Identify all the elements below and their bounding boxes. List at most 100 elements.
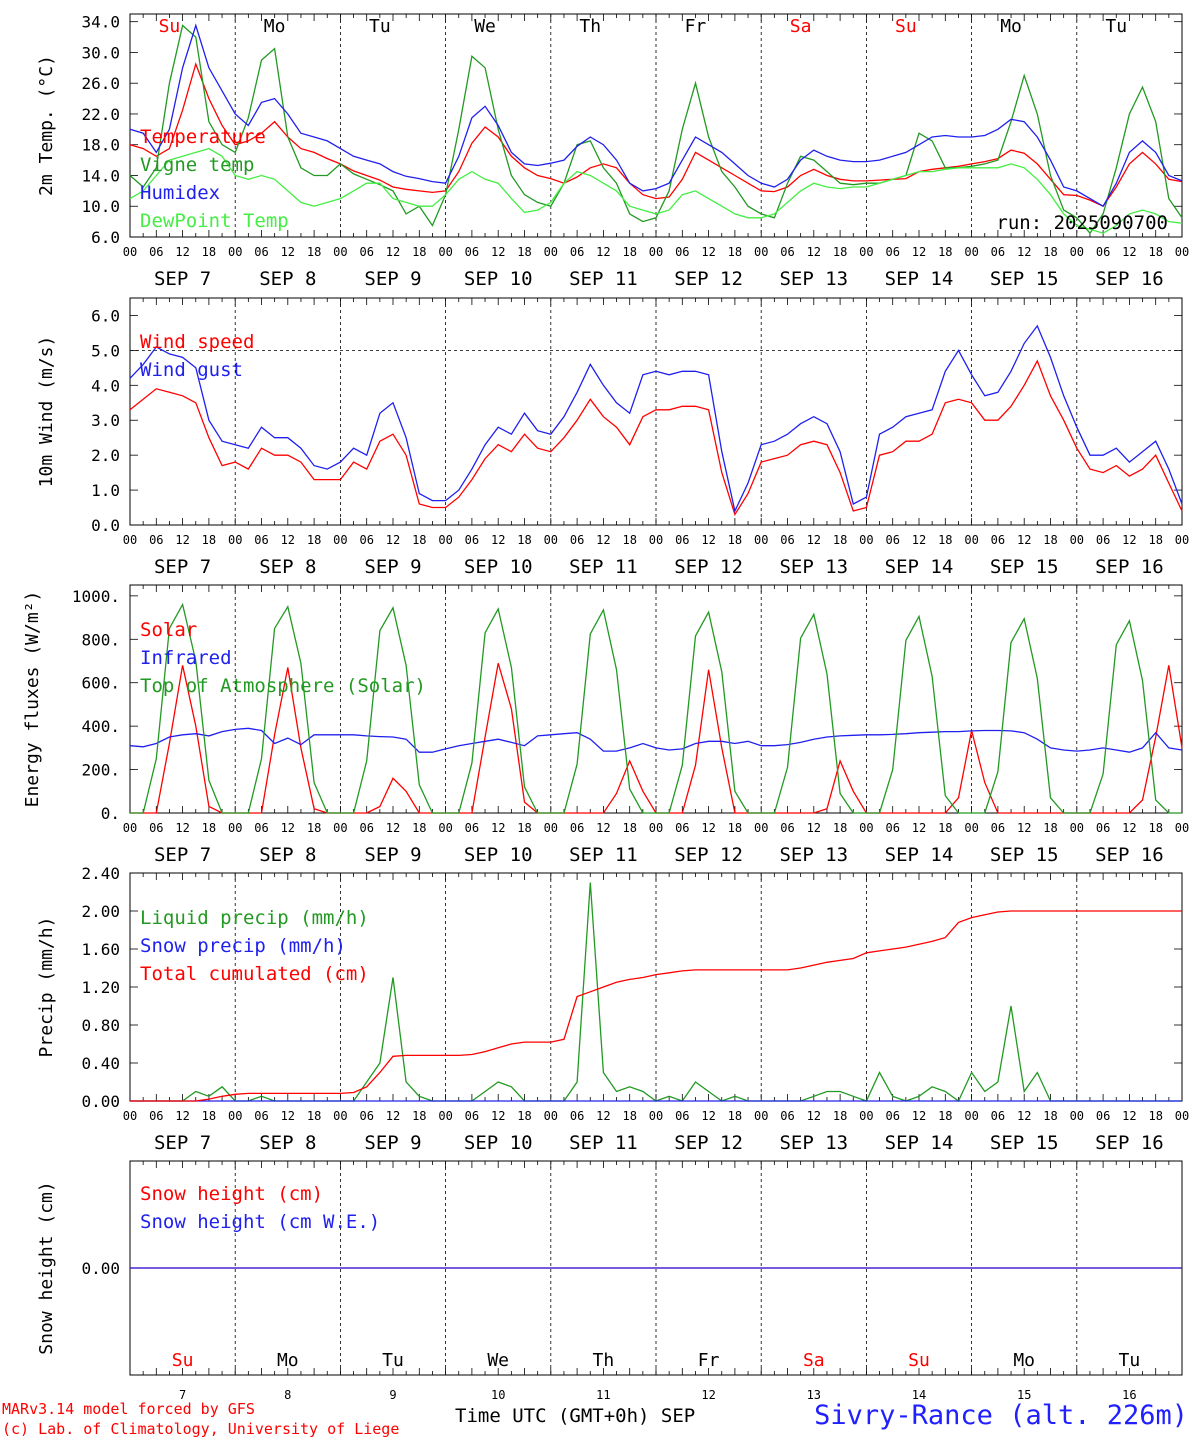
hour-label: 18 xyxy=(728,533,742,547)
day-name: Th xyxy=(593,1350,615,1371)
hour-label: 00 xyxy=(123,1109,137,1123)
hour-label: 06 xyxy=(1096,1109,1110,1123)
date-label: SEP 8 xyxy=(259,556,316,578)
date-label: SEP 12 xyxy=(674,556,743,578)
y-tick-label: 34.0 xyxy=(81,13,120,32)
date-label: SEP 16 xyxy=(1095,844,1164,866)
hour-label: 00 xyxy=(123,533,137,547)
hour-label: 06 xyxy=(780,821,794,835)
time-axis-title: Time UTC (GMT+0h) SEP xyxy=(455,1405,696,1427)
y-tick-label: 2.0 xyxy=(91,446,120,465)
hour-label: 18 xyxy=(412,821,426,835)
date-label: SEP 14 xyxy=(885,556,954,578)
day-number: 12 xyxy=(701,1388,715,1400)
hour-label: 18 xyxy=(1148,821,1162,835)
day-name: Mo xyxy=(1000,16,1022,37)
hour-label: 12 xyxy=(701,1109,715,1123)
hour-label: 00 xyxy=(859,245,873,259)
hour-label: 12 xyxy=(491,245,505,259)
y-tick-label: 400. xyxy=(81,717,120,736)
hour-label: 18 xyxy=(1043,1109,1057,1123)
hour-label: 18 xyxy=(307,245,321,259)
hour-label: 18 xyxy=(833,821,847,835)
legend-entry: DewPoint Temp xyxy=(140,210,289,232)
y-axis-label: 10m Wind (m/s) xyxy=(36,336,57,488)
day-name: Tu xyxy=(1119,1350,1141,1371)
hour-label: 18 xyxy=(622,533,636,547)
hour-label: 18 xyxy=(517,533,531,547)
hour-label: 06 xyxy=(885,245,899,259)
hour-label: 00 xyxy=(964,533,978,547)
hour-label: 00 xyxy=(859,533,873,547)
hour-label: 12 xyxy=(491,533,505,547)
hour-label: 00 xyxy=(544,821,558,835)
day-number: 16 xyxy=(1122,1388,1136,1400)
hour-label: 06 xyxy=(675,1109,689,1123)
hour-label: 00 xyxy=(649,245,663,259)
hour-label: 12 xyxy=(1122,821,1136,835)
hour-label: 00 xyxy=(333,245,347,259)
day-number: 15 xyxy=(1017,1388,1031,1400)
date-label: SEP 13 xyxy=(779,844,848,866)
day-number: 14 xyxy=(912,1388,926,1400)
y-tick-label: 200. xyxy=(81,761,120,780)
y-tick-label: 22.0 xyxy=(81,105,120,124)
hour-label: 18 xyxy=(412,245,426,259)
hour-label: 12 xyxy=(1122,533,1136,547)
date-label: SEP 7 xyxy=(154,844,211,866)
hour-label: 06 xyxy=(359,533,373,547)
hour-label: 18 xyxy=(728,245,742,259)
hour-label: 18 xyxy=(412,533,426,547)
hour-label: 06 xyxy=(991,1109,1005,1123)
y-tick-label: 0.00 xyxy=(81,1092,120,1111)
hour-label: 06 xyxy=(885,533,899,547)
hour-label: 00 xyxy=(438,245,452,259)
hour-label: 06 xyxy=(570,1109,584,1123)
series-line-wind-speed xyxy=(129,359,1183,517)
hour-label: 12 xyxy=(912,533,926,547)
hour-label: 18 xyxy=(728,1109,742,1123)
legend-entry: Solar xyxy=(140,619,197,641)
hour-label: 00 xyxy=(438,533,452,547)
y-tick-label: 10.0 xyxy=(81,197,120,216)
hour-label: 00 xyxy=(1070,533,1084,547)
hour-label: 18 xyxy=(1148,1109,1162,1123)
hour-label: 06 xyxy=(885,821,899,835)
meteogram: 6.0 10.0 14.0 18.0 22.0 26.0 30.0 34.0 2m Temp. … xyxy=(22,13,1189,1400)
hour-label: 00 xyxy=(859,1109,873,1123)
hour-label: 18 xyxy=(202,821,216,835)
y-tick-label: 800. xyxy=(81,630,120,649)
series-line-infrared xyxy=(129,727,1183,753)
series-line-wind-gust xyxy=(129,324,1183,514)
model-credit: MARv3.14 model forced by GFS xyxy=(2,1400,255,1418)
hour-label: 06 xyxy=(991,245,1005,259)
hour-label: 06 xyxy=(254,1109,268,1123)
date-label: SEP 7 xyxy=(154,556,211,578)
hour-label: 06 xyxy=(1096,245,1110,259)
hour-label: 12 xyxy=(912,821,926,835)
hour-label: 12 xyxy=(281,245,295,259)
hour-label: 18 xyxy=(307,1109,321,1123)
y-tick-label: 5.0 xyxy=(91,341,120,360)
date-label: SEP 10 xyxy=(464,844,533,866)
hour-label: 06 xyxy=(359,1109,373,1123)
hour-label: 18 xyxy=(833,245,847,259)
day-name: Tu xyxy=(1105,16,1127,37)
hour-label: 18 xyxy=(202,245,216,259)
date-label: SEP 11 xyxy=(569,1132,638,1154)
date-label: SEP 10 xyxy=(464,268,533,290)
hour-label: 12 xyxy=(807,1109,821,1123)
hour-label: 06 xyxy=(780,245,794,259)
day-name: Tu xyxy=(369,16,391,37)
date-label: SEP 8 xyxy=(259,268,316,290)
hour-label: 12 xyxy=(596,533,610,547)
day-name: Mo xyxy=(1013,1350,1035,1371)
hour-label: 06 xyxy=(359,821,373,835)
hour-label: 12 xyxy=(807,245,821,259)
hour-label: 12 xyxy=(491,821,505,835)
legend-entry: Total cumulated (cm) xyxy=(140,963,369,985)
hour-label: 06 xyxy=(254,533,268,547)
date-label: SEP 14 xyxy=(885,268,954,290)
y-tick-label: 2.40 xyxy=(81,864,120,883)
y-tick-label: 1.20 xyxy=(81,978,120,997)
